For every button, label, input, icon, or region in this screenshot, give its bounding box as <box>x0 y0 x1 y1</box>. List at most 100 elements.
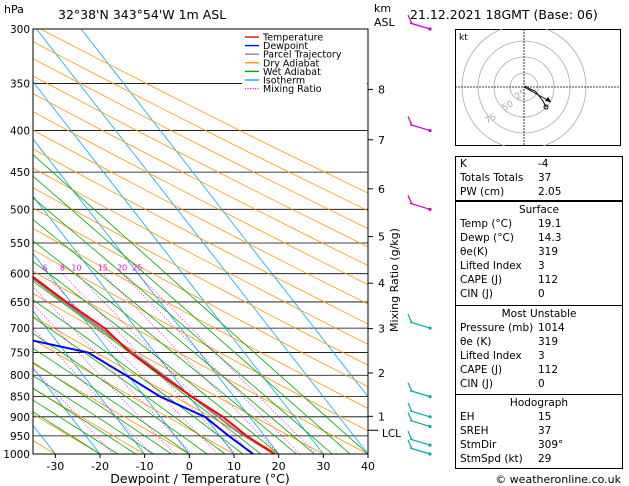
pw-value: 2.05 <box>538 186 562 198</box>
pressure-tick: 600 <box>10 269 30 281</box>
pressure-tick: 650 <box>10 297 30 309</box>
dry-adiabat <box>33 388 145 454</box>
wet-adiabat <box>33 175 351 454</box>
pressure-tick: 800 <box>10 370 30 382</box>
date-label: 21.12.2021 18GMT (Base: 06) <box>410 7 598 22</box>
mixing-ratio-tick: 3 <box>2 264 7 273</box>
wind-barb-flag <box>407 116 413 126</box>
wind-barb-flag <box>407 382 413 392</box>
stat-label: θe (K) <box>460 336 492 348</box>
temp-tick: -30 <box>46 460 64 473</box>
wind-barb-dot <box>428 415 432 419</box>
pressure-tick: 850 <box>10 392 30 404</box>
stat-value: 319 <box>538 336 559 348</box>
mixing-ratio-line <box>137 273 317 454</box>
wind-barb-dot <box>428 443 432 447</box>
hodograph-ring-mark: 75 <box>484 112 499 126</box>
wet-adiabat <box>33 261 279 454</box>
wind-barb-flag <box>407 412 413 422</box>
wind-barb <box>409 419 431 428</box>
mixing-ratio-axis-title: Mixing Ratio (g/kg) <box>388 228 401 332</box>
stat-row: CAPE (J) 112 <box>460 273 618 287</box>
storm-vector-arrowhead <box>545 97 551 102</box>
stat-label: Lifted Index <box>460 350 522 362</box>
dry-adiabat <box>33 148 368 325</box>
wet-adiabat <box>33 240 297 454</box>
stat-label: Temp (°C) <box>460 218 513 230</box>
totals-totals-label: Totals Totals <box>460 172 524 184</box>
pressure-tick: 300 <box>10 24 30 36</box>
x-axis-title: Dewpoint / Temperature (°C) <box>110 471 289 486</box>
stat-row: Pressure (mb) 1014 <box>460 321 618 335</box>
dry-adiabat <box>33 75 368 248</box>
legend-entry: Wet Adiabat <box>263 67 321 78</box>
stat-label: EH <box>460 411 475 423</box>
legend-entry: Dewpoint <box>263 41 308 52</box>
stat-row: StmSpd (kt) 29 <box>460 452 618 466</box>
km-tick: 8 <box>378 83 385 96</box>
pressure-tick: 900 <box>10 412 30 424</box>
stat-row: EH 15 <box>460 410 618 424</box>
wind-barb-flag <box>407 14 413 25</box>
isotherm <box>33 195 235 454</box>
wet-adiabat <box>33 399 119 454</box>
stat-value: 3 <box>538 350 545 362</box>
wind-barb <box>409 22 431 30</box>
wind-barb-dot <box>428 27 432 31</box>
stat-row: Lifted Index 3 <box>460 349 618 363</box>
mixing-ratio-line <box>121 273 301 454</box>
stat-row: StmDir 309° <box>460 438 618 452</box>
wet-adiabat <box>33 332 208 454</box>
mixing-ratio-line <box>33 327 152 454</box>
wet-adiabat <box>33 361 172 454</box>
parcel-trajectory <box>33 277 276 454</box>
dry-adiabat <box>33 58 368 229</box>
temp-tick: 10 <box>227 460 241 473</box>
indices-panel: K -4 Totals Totals 37 PW (cm) 2.05 <box>455 156 623 201</box>
hodograph: kt 75 50 25 <box>455 29 621 146</box>
isotherm <box>36 29 368 454</box>
stat-value: 14.3 <box>538 232 562 244</box>
wind-barb-dot <box>428 326 432 330</box>
mixing-ratio-line <box>33 303 175 454</box>
km-tick: 2 <box>378 367 385 380</box>
stat-row: Dewp (°C) 14.3 <box>460 231 618 245</box>
totals-totals-value: 37 <box>538 172 552 184</box>
chart-title: 32°38'N 343°54'W 1m ASL <box>58 7 226 22</box>
stat-value: 319 <box>538 246 559 258</box>
dry-adiabat <box>40 29 368 194</box>
pressure-tick: 700 <box>10 323 30 335</box>
wind-barb-dot <box>428 424 432 429</box>
wind-barb <box>409 390 431 398</box>
dry-adiabat <box>33 363 190 454</box>
wind-barb <box>409 321 431 329</box>
dry-adiabat <box>33 41 368 212</box>
wind-barb-flag <box>407 439 413 450</box>
temp-tick: 30 <box>316 460 330 473</box>
legend-entry: Mixing Ratio <box>263 84 322 95</box>
hodograph-unit: kt <box>459 33 468 43</box>
stat-value: 29 <box>538 453 552 465</box>
legend-entry: Isotherm <box>263 76 305 87</box>
dewpoint-profile <box>33 339 254 454</box>
stat-row: SREH 37 <box>460 424 618 438</box>
stat-value: 0 <box>538 378 545 390</box>
stat-label: Dewp (°C) <box>460 232 514 244</box>
stat-label: StmSpd (kt) <box>460 453 523 465</box>
legend-box <box>242 30 367 92</box>
pressure-tick: 950 <box>10 431 30 443</box>
dry-adiabat <box>33 129 368 305</box>
stat-value: 0 <box>538 288 545 300</box>
stat-row: θe (K) 319 <box>460 335 618 349</box>
stat-value: 37 <box>538 425 552 437</box>
stat-label: Lifted Index <box>460 260 522 272</box>
wind-barb <box>409 410 431 418</box>
temp-tick: -10 <box>136 460 154 473</box>
dry-adiabat <box>33 93 368 267</box>
mixing-ratio-tick: 25 <box>132 264 142 273</box>
k-index-label: K <box>460 158 467 170</box>
mixing-ratio-tick: 15 <box>98 264 108 273</box>
dry-adiabat <box>33 292 324 454</box>
km-tick: 5 <box>378 231 385 244</box>
